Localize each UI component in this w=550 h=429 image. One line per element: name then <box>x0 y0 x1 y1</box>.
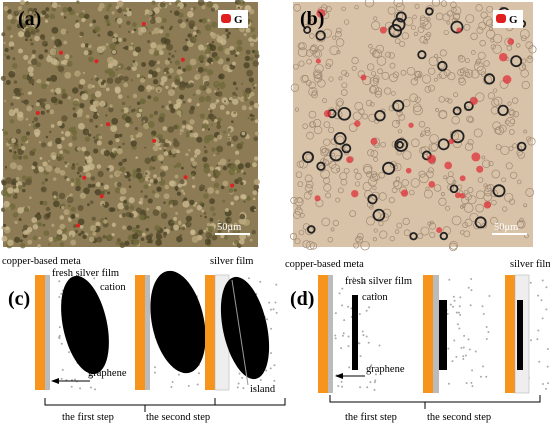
annotation: graphene <box>366 364 405 375</box>
step-label: the first step <box>345 412 397 423</box>
annotation: island <box>250 384 276 395</box>
schematic-d <box>318 274 550 409</box>
step-label: the second step <box>146 412 210 423</box>
annotation: fresh silver film <box>52 268 119 279</box>
annotation: silver film <box>510 259 550 270</box>
schematic-c <box>35 270 286 412</box>
annotation: copper-based meta <box>285 259 364 270</box>
step-label: the second step <box>427 412 491 423</box>
annotation: cation <box>362 292 388 303</box>
annotation: fresh silver film <box>345 276 412 287</box>
scale-label: 50μm <box>217 222 241 233</box>
annotation: silver film <box>210 256 253 267</box>
annotation: graphene <box>88 368 127 379</box>
panel-label: (a) <box>18 8 41 30</box>
panel-label: (d) <box>290 288 314 310</box>
annotation: cation <box>100 282 126 293</box>
annotation: copper-based meta <box>2 256 81 267</box>
legend-swatch <box>221 14 231 23</box>
legend-label: G <box>509 14 518 26</box>
step-label: the first step <box>62 412 114 423</box>
panel-label: (c) <box>8 288 30 310</box>
legend-label: G <box>234 14 243 26</box>
scale-label: 50μm <box>494 222 518 233</box>
legend-swatch <box>496 14 506 23</box>
panel-label: (b) <box>300 8 324 30</box>
micrograph-a <box>0 0 261 249</box>
micrograph-b <box>289 0 537 252</box>
